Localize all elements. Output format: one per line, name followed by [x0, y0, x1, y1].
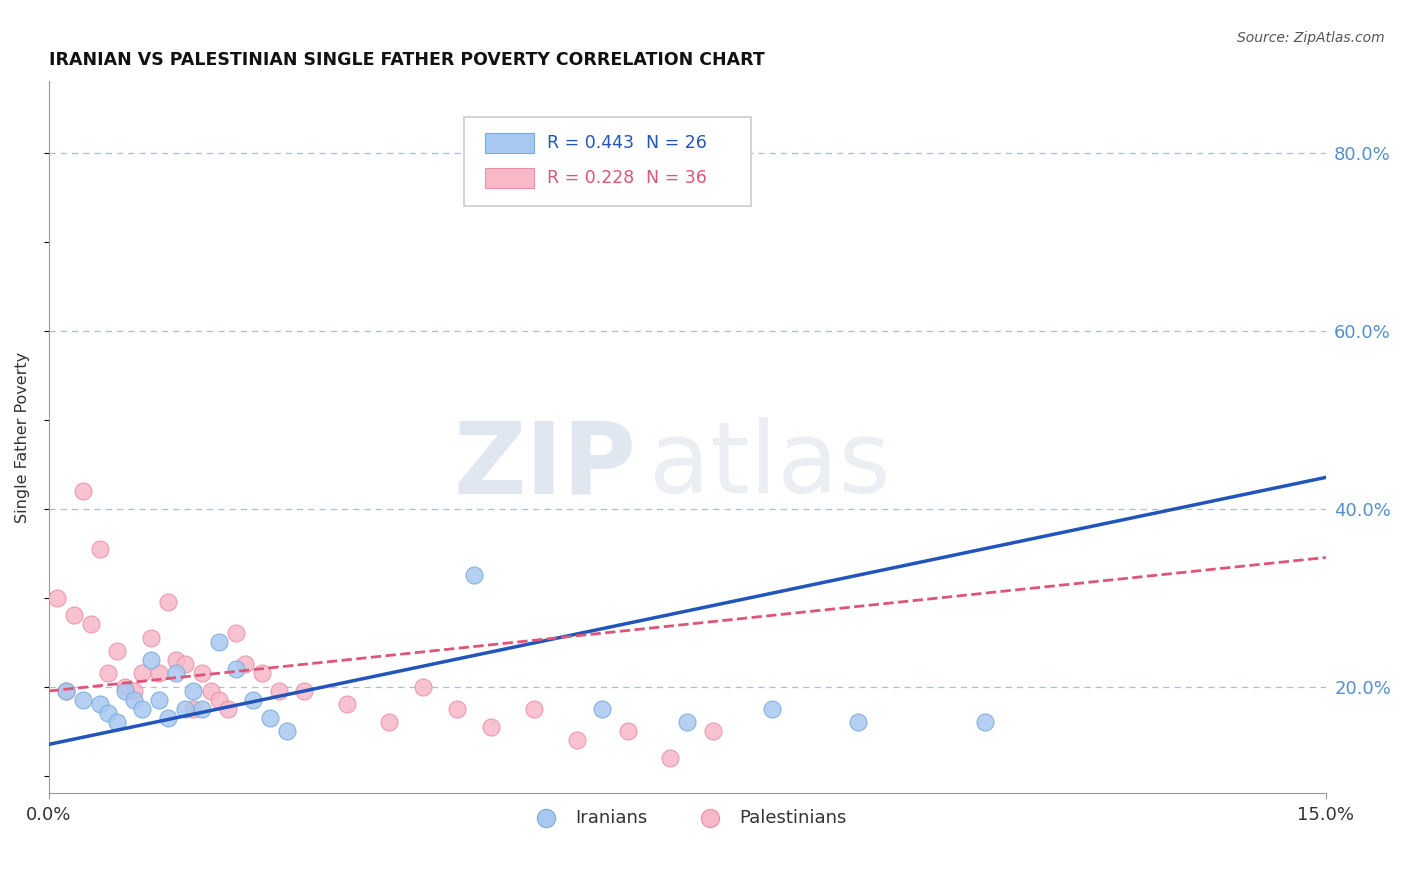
Point: [217, 702, 239, 716]
Point: [276, 724, 298, 739]
Point: [846, 715, 869, 730]
Point: [702, 724, 724, 739]
Point: [412, 680, 434, 694]
Point: [208, 693, 231, 707]
FancyBboxPatch shape: [485, 133, 534, 153]
Point: [174, 702, 197, 716]
Point: [267, 684, 290, 698]
FancyBboxPatch shape: [464, 117, 751, 206]
Text: ZIP: ZIP: [453, 417, 636, 515]
Text: atlas: atlas: [650, 417, 890, 515]
Point: [166, 653, 188, 667]
Point: [616, 724, 638, 739]
Point: [156, 711, 179, 725]
Point: [97, 666, 120, 681]
Text: R = 0.228: R = 0.228: [547, 169, 634, 187]
Point: [89, 541, 111, 556]
Point: [55, 684, 77, 698]
Point: [292, 684, 315, 698]
Point: [225, 626, 247, 640]
Y-axis label: Single Father Poverty: Single Father Poverty: [15, 351, 30, 523]
Point: [122, 693, 145, 707]
FancyBboxPatch shape: [485, 169, 534, 188]
Point: [250, 666, 273, 681]
Point: [166, 666, 188, 681]
Point: [174, 657, 197, 672]
Point: [131, 666, 153, 681]
Legend: Iranians, Palestinians: Iranians, Palestinians: [520, 802, 853, 834]
Point: [446, 702, 468, 716]
Text: R = 0.443: R = 0.443: [547, 134, 634, 152]
Point: [183, 684, 205, 698]
Point: [55, 684, 77, 698]
Point: [72, 693, 94, 707]
Point: [200, 684, 222, 698]
Point: [481, 720, 503, 734]
Point: [131, 702, 153, 716]
Point: [591, 702, 613, 716]
Point: [114, 684, 136, 698]
Point: [148, 666, 170, 681]
Point: [156, 595, 179, 609]
Text: Source: ZipAtlas.com: Source: ZipAtlas.com: [1237, 31, 1385, 45]
Text: N = 26: N = 26: [647, 134, 707, 152]
Point: [114, 680, 136, 694]
Point: [523, 702, 546, 716]
Point: [148, 693, 170, 707]
Point: [105, 715, 128, 730]
Point: [183, 702, 205, 716]
Point: [233, 657, 256, 672]
Point: [72, 483, 94, 498]
Point: [80, 617, 103, 632]
Point: [208, 635, 231, 649]
Point: [191, 702, 214, 716]
Point: [46, 591, 69, 605]
Point: [63, 608, 86, 623]
Point: [659, 750, 682, 764]
Point: [463, 568, 485, 582]
Point: [122, 684, 145, 698]
Point: [97, 706, 120, 721]
Point: [225, 662, 247, 676]
Point: [89, 698, 111, 712]
Point: [242, 693, 264, 707]
Point: [761, 702, 783, 716]
Text: N = 36: N = 36: [647, 169, 707, 187]
Point: [676, 715, 699, 730]
Point: [139, 653, 162, 667]
Point: [378, 715, 401, 730]
Point: [191, 666, 214, 681]
Text: IRANIAN VS PALESTINIAN SINGLE FATHER POVERTY CORRELATION CHART: IRANIAN VS PALESTINIAN SINGLE FATHER POV…: [49, 51, 765, 69]
Point: [336, 698, 359, 712]
Point: [565, 733, 588, 747]
Point: [105, 644, 128, 658]
Point: [139, 631, 162, 645]
Point: [974, 715, 997, 730]
Point: [259, 711, 281, 725]
